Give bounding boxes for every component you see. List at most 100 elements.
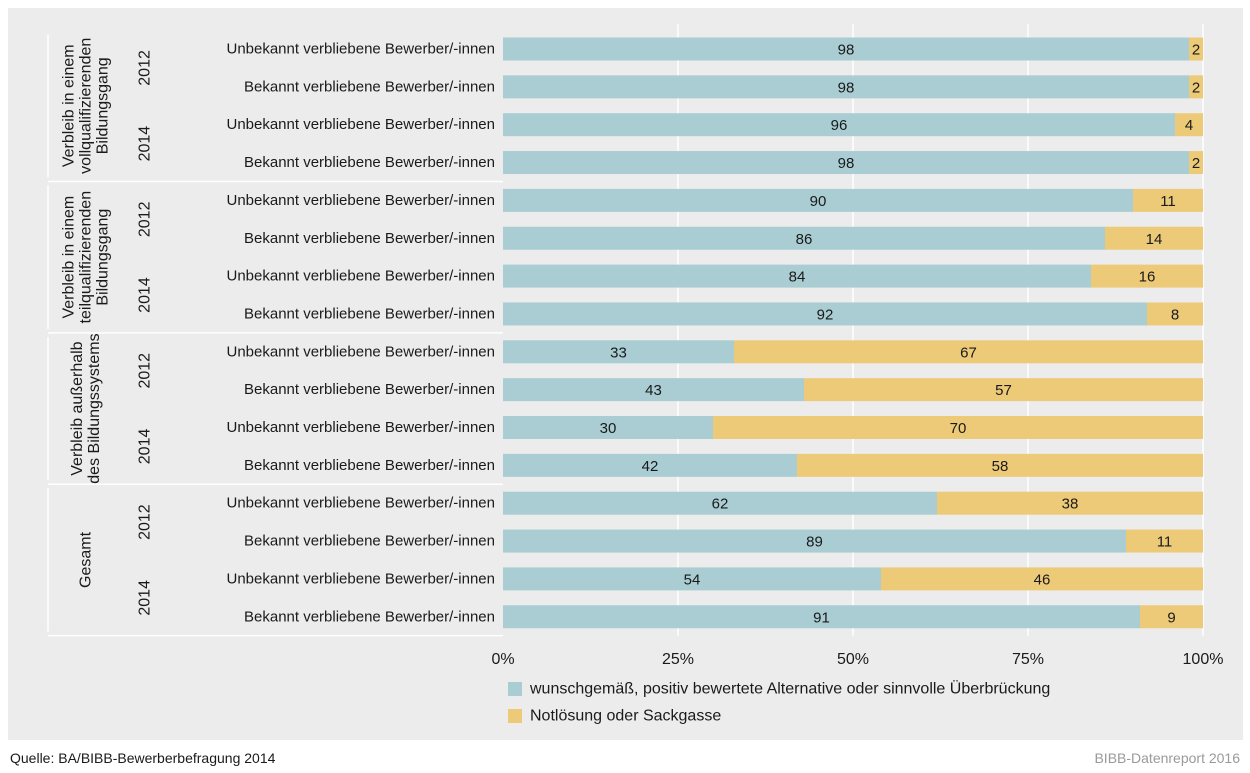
bar-segment-wunschgemaess bbox=[503, 302, 1147, 326]
bar-segment-wunschgemaess bbox=[503, 264, 1091, 288]
data-label: 11 bbox=[1160, 193, 1176, 210]
data-label: 43 bbox=[645, 382, 662, 399]
row-label: Bekannt verbliebene Bewerber/-innen bbox=[244, 608, 495, 625]
data-label: 42 bbox=[642, 458, 659, 475]
bar-segment-wunschgemaess bbox=[503, 567, 881, 591]
bar-segment-notloesung bbox=[804, 378, 1203, 402]
bar-segment-notloesung bbox=[734, 340, 1203, 364]
data-label: 9 bbox=[1167, 609, 1175, 626]
data-label: 86 bbox=[796, 231, 813, 248]
bar-segment-notloesung bbox=[1140, 605, 1203, 629]
row-label: Unbekannt verbliebene Bewerber/-innen bbox=[226, 343, 495, 360]
stacked-bar-chart: 0% 25% 50% 75% 100% Unbekannt verbliebene Bew… bbox=[47, 24, 1224, 725]
data-label: 46 bbox=[1034, 571, 1051, 588]
credit-note: BIBB-Datenreport 2016 bbox=[1094, 750, 1240, 766]
data-label: 54 bbox=[684, 571, 701, 588]
data-label: 2 bbox=[1192, 79, 1200, 96]
row-label: Unbekannt verbliebene Bewerber/-innen bbox=[226, 495, 495, 512]
data-label: 4 bbox=[1185, 117, 1193, 134]
data-label: 38 bbox=[1062, 496, 1079, 513]
data-label: 98 bbox=[838, 42, 855, 59]
group-label: Bildungsgang bbox=[95, 57, 112, 154]
bar-segment-wunschgemaess bbox=[503, 37, 1189, 61]
data-label: 16 bbox=[1139, 269, 1156, 286]
data-label: 30 bbox=[600, 420, 617, 437]
source-note: Quelle: BA/BIBB-Bewerberbefragung 2014 bbox=[10, 750, 276, 766]
year-label: 2012 bbox=[137, 50, 154, 86]
bar-segment-notloesung bbox=[881, 567, 1203, 591]
data-label: 57 bbox=[995, 382, 1012, 399]
row-label: Bekannt verbliebene Bewerber/-innen bbox=[244, 230, 495, 247]
bar-segment-notloesung bbox=[1105, 226, 1203, 250]
data-label: 2 bbox=[1192, 155, 1200, 172]
data-label: 91 bbox=[813, 609, 830, 626]
bar-segment-wunschgemaess bbox=[503, 378, 804, 402]
bar-segment-wunschgemaess bbox=[503, 188, 1133, 212]
bar-segment-notloesung bbox=[797, 453, 1203, 477]
row-label: Bekannt verbliebene Bewerber/-innen bbox=[244, 305, 495, 322]
row-label: Unbekannt verbliebene Bewerber/-innen bbox=[226, 268, 495, 285]
group-label: Verbleib außerhalb bbox=[69, 341, 86, 475]
data-label: 98 bbox=[838, 155, 855, 172]
row-label: Unbekannt verbliebene Bewerber/-innen bbox=[226, 419, 495, 436]
bar-segment-notloesung bbox=[937, 491, 1203, 515]
bar-segment-notloesung bbox=[1189, 75, 1203, 99]
chart-panel: 0% 25% 50% 75% 100% Unbekannt verbliebene Bew… bbox=[8, 8, 1243, 740]
year-label: 2014 bbox=[137, 429, 154, 465]
x-tick-label: 100% bbox=[1183, 651, 1224, 668]
x-tick-label: 50% bbox=[837, 651, 869, 668]
row-label: Bekannt verbliebene Bewerber/-innen bbox=[244, 533, 495, 550]
group-label: Verbleib in einem bbox=[61, 44, 78, 167]
bar-segment-notloesung bbox=[1126, 529, 1203, 553]
data-label: 67 bbox=[960, 344, 977, 361]
data-label: 58 bbox=[992, 458, 1009, 475]
group-label: des Bildungssystems bbox=[86, 333, 103, 483]
data-label: 33 bbox=[610, 344, 627, 361]
data-label: 89 bbox=[806, 534, 823, 551]
data-label: 8 bbox=[1171, 306, 1179, 323]
year-label: 2014 bbox=[137, 277, 154, 313]
data-label: 14 bbox=[1146, 231, 1163, 248]
year-label: 2012 bbox=[137, 353, 154, 389]
row-label: Unbekannt verbliebene Bewerber/-innen bbox=[226, 41, 495, 58]
group-label: Gesamt bbox=[78, 531, 95, 588]
row-label: Bekannt verbliebene Bewerber/-innen bbox=[244, 78, 495, 95]
bar-segment-notloesung bbox=[1133, 188, 1203, 212]
legend-label: Notlösung oder Sackgasse bbox=[530, 708, 721, 725]
group-label: vollqualifizierenden bbox=[78, 38, 95, 174]
data-label: 70 bbox=[950, 420, 967, 437]
bar-segment-wunschgemaess bbox=[503, 491, 937, 515]
x-tick-label: 75% bbox=[1012, 651, 1044, 668]
bar-segment-notloesung bbox=[1189, 37, 1203, 61]
bar-segment-wunschgemaess bbox=[503, 453, 797, 477]
year-label: 2012 bbox=[137, 504, 154, 540]
legend-label: wunschgemäß, positiv bewertete Alternati… bbox=[529, 680, 1050, 698]
bar-segment-wunschgemaess bbox=[503, 340, 734, 364]
data-label: 84 bbox=[789, 269, 806, 286]
bar-segment-notloesung bbox=[1147, 302, 1203, 326]
bar-segment-wunschgemaess bbox=[503, 113, 1175, 137]
row-label: Unbekannt verbliebene Bewerber/-innen bbox=[226, 570, 495, 587]
bar-segment-wunschgemaess bbox=[503, 416, 713, 439]
data-label: 90 bbox=[810, 193, 827, 210]
bar-segment-notloesung bbox=[1189, 151, 1203, 175]
legend-swatch bbox=[508, 709, 522, 723]
group-label: Verbleib in einem bbox=[61, 196, 78, 319]
data-label: 2 bbox=[1192, 42, 1200, 59]
group-label: Bildungsgang bbox=[95, 209, 112, 306]
group-label: teilqualifizierenden bbox=[78, 191, 95, 324]
data-label: 11 bbox=[1157, 534, 1173, 551]
x-tick-label: 0% bbox=[491, 651, 514, 668]
bar-segment-notloesung bbox=[1091, 264, 1203, 288]
bar-segment-notloesung bbox=[1175, 113, 1203, 137]
row-label: Unbekannt verbliebene Bewerber/-innen bbox=[226, 192, 495, 209]
data-label: 96 bbox=[831, 117, 848, 134]
row-label: Unbekannt verbliebene Bewerber/-innen bbox=[226, 116, 495, 133]
x-tick-label: 25% bbox=[662, 651, 694, 668]
year-label: 2014 bbox=[137, 126, 154, 162]
bar-segment-wunschgemaess bbox=[503, 226, 1105, 250]
bar-segment-wunschgemaess bbox=[503, 605, 1140, 629]
bar-segment-notloesung bbox=[713, 416, 1203, 439]
data-label: 98 bbox=[838, 79, 855, 96]
year-label: 2014 bbox=[137, 580, 154, 616]
